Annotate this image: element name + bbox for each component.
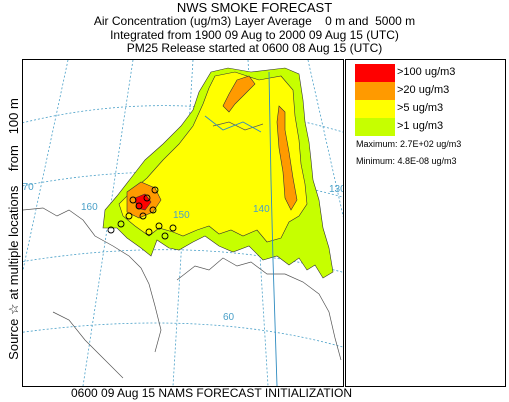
coastline-segment [52, 311, 124, 379]
coastline [23, 121, 342, 379]
borders [204, 71, 278, 386]
legend-swatch [355, 64, 395, 82]
legend-swatch [355, 82, 395, 100]
legend-label: >20 ug/m3 [397, 84, 450, 96]
longitude-label: 170 [23, 182, 34, 193]
source-marker [125, 212, 133, 220]
plume-gt20 [276, 105, 298, 211]
source-marker [139, 212, 147, 220]
source-marker [151, 186, 159, 194]
source-marker [145, 228, 153, 236]
longitude-label: 150 [173, 210, 190, 221]
source-location-label: Source ☆ at multiple locations from 100 … [6, 98, 21, 360]
coastline-segment [23, 207, 162, 353]
subtitle-integration: Integrated from 1900 09 Aug to 2000 09 A… [110, 28, 399, 42]
source-marker [143, 194, 151, 202]
longitude-label: 130 [329, 184, 343, 195]
source-marker [117, 220, 125, 228]
source-marker [161, 232, 169, 240]
legend-swatch [355, 100, 395, 118]
legend-label: >1 ug/m3 [397, 120, 444, 132]
map-title: NWS SMOKE FORECAST [176, 0, 333, 15]
plume-gt100 [134, 193, 152, 211]
source-marker [149, 206, 157, 214]
coastline-segment [176, 257, 342, 361]
graticule-line [172, 60, 194, 386]
plume-gt20 [222, 75, 256, 113]
smoke-map: 170 160 150 140 130 60 [22, 59, 344, 387]
graticule-line [23, 322, 343, 348]
subtitle-release: PM25 Release started at 0600 08 Aug 15 (… [126, 41, 383, 55]
legend-item: >100 ug/m3 [355, 64, 505, 82]
source-marker [129, 196, 137, 204]
legend-swatch [355, 118, 395, 136]
legend-item: >5 ug/m3 [355, 100, 505, 118]
map-canvas: 170 160 150 140 130 60 [23, 60, 343, 386]
source-marker [155, 222, 163, 230]
forecast-initialization: 0600 09 Aug 15 NAMS FORECAST INITIALIZAT… [71, 386, 352, 400]
longitude-label: 140 [253, 204, 270, 215]
concentration-legend: >100 ug/m3 >20 ug/m3 >5 ug/m3 >1 ug/m3 M… [345, 59, 506, 387]
subtitle-concentration: Air Concentration (ug/m3) Layer Average … [93, 14, 416, 28]
source-markers [107, 186, 177, 240]
longitude-label: 160 [81, 202, 98, 213]
maximum-value: Maximum: 2.7E+02 ug/m3 [356, 139, 462, 149]
source-marker [135, 202, 143, 210]
legend-label: >100 ug/m3 [397, 66, 456, 78]
graticule-line [247, 60, 269, 386]
source-marker [107, 226, 115, 234]
border-line [268, 71, 278, 386]
source-marker [169, 224, 177, 232]
latitude-label: 60 [223, 312, 235, 323]
graticule-line [23, 171, 343, 198]
border-line [204, 115, 262, 133]
legend-item: >20 ug/m3 [355, 82, 505, 100]
legend-item: >1 ug/m3 [355, 118, 505, 136]
legend-label: >5 ug/m3 [397, 102, 444, 114]
coastline-segment [212, 121, 264, 131]
minimum-value: Minimum: 4.8E-08 ug/m3 [356, 156, 457, 166]
graticule-line [23, 60, 69, 271]
plume-gt5 [118, 71, 308, 243]
